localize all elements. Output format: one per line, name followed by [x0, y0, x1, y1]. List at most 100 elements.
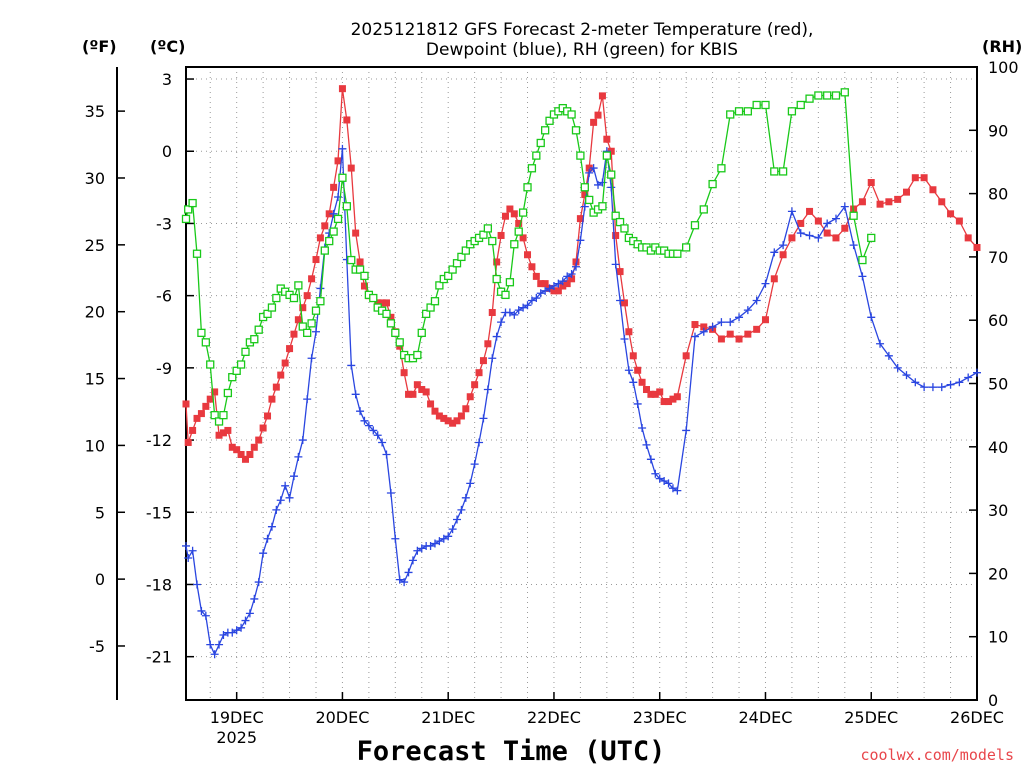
temperature-point [241, 455, 249, 463]
temperature-point [471, 381, 479, 389]
dewpoint-point [276, 496, 285, 505]
temperature-point [347, 164, 355, 172]
temperature-point [665, 398, 673, 406]
dewpoint-point [448, 525, 457, 534]
dewpoint-point [616, 296, 625, 305]
temperature-point [334, 157, 342, 165]
temperature-point [590, 118, 598, 126]
fahrenheit-tick-label: 0 [95, 570, 105, 589]
dewpoint-point [585, 168, 594, 177]
rh-point [858, 255, 867, 265]
temperature-point [894, 195, 902, 203]
dewpoint-point [664, 479, 673, 488]
temperature-point [929, 186, 937, 194]
rh-point [219, 410, 228, 420]
dewpoint-point [708, 322, 717, 331]
x-tick-label: 24DEC [738, 708, 792, 727]
dewpoint-point [629, 378, 638, 387]
dewpoint-point [620, 334, 629, 343]
dewpoint-point [699, 327, 708, 336]
rh-point [316, 297, 325, 306]
dewpoint-point [417, 544, 426, 553]
temperature-point [246, 451, 254, 459]
temperature-point [726, 330, 734, 338]
dewpoint-point [532, 294, 541, 303]
dewpoint-point [386, 489, 395, 498]
rh-tick-label: 30 [988, 501, 1008, 520]
rh-point [690, 221, 700, 230]
temperature-point [541, 280, 549, 288]
rh-point [571, 126, 581, 135]
dewpoint-point [182, 541, 190, 550]
dewpoint-point [920, 383, 929, 392]
rh-point [430, 297, 440, 306]
temperature-point [920, 174, 928, 182]
temperature-point [911, 174, 919, 182]
temperature-point [277, 371, 285, 379]
temperature-point [761, 316, 769, 324]
temperature-point [938, 198, 946, 206]
temperature-point [197, 410, 205, 418]
credit-link[interactable]: coolwx.com/models [860, 746, 1014, 764]
rh-tick-label: 70 [988, 248, 1008, 267]
temperature-point [294, 316, 302, 324]
dewpoint-point [779, 241, 788, 250]
dewpoint-point [541, 286, 550, 295]
temperature-point [554, 287, 562, 295]
dewpoint-point [752, 296, 761, 305]
temperature-point [286, 345, 294, 353]
rh-point [192, 249, 202, 258]
dewpoint-point [563, 272, 572, 281]
dewpoint-point [378, 438, 387, 447]
rh-point [206, 360, 215, 369]
dewpoint-point [717, 318, 726, 327]
dewpoint-point [840, 202, 849, 211]
temperature-point [431, 407, 439, 415]
temperature-point [374, 299, 382, 307]
dewpoint-point [426, 541, 435, 550]
dewpoint-point [497, 318, 506, 327]
temperature-point [475, 369, 483, 377]
rh-point [184, 205, 193, 214]
dewpoint-point [624, 366, 633, 375]
temperature-point [867, 179, 875, 187]
fahrenheit-tick-label: 15 [85, 370, 105, 389]
temperature-point [770, 275, 778, 283]
rh-point [250, 335, 259, 344]
rh-point [734, 107, 744, 116]
temperature-point [519, 234, 527, 242]
fahrenheit-tick-label: 30 [85, 169, 105, 188]
dewpoint-point [197, 606, 206, 615]
rh-tick-label: 60 [988, 311, 1008, 330]
temperature-point [607, 147, 615, 155]
temperature-point [325, 210, 333, 218]
dewpoint-point [814, 233, 823, 242]
rh-point [325, 236, 334, 246]
temperature-point [753, 325, 761, 333]
dewpoint-point [858, 272, 867, 281]
x-tick-label: 26DEC [950, 708, 1004, 727]
rh-point [518, 208, 528, 217]
dewpoint-point [973, 368, 981, 377]
temperature-point [228, 443, 236, 451]
temperature-point [902, 188, 910, 196]
dewpoint-point [558, 277, 567, 286]
temperature-point [647, 390, 655, 398]
rh-point [796, 100, 805, 110]
temperature-point [233, 446, 241, 454]
temperature-point [788, 234, 796, 242]
rh-point [294, 281, 303, 290]
celsius-tick-label: -3 [156, 214, 172, 233]
dewpoint-point [338, 144, 347, 153]
rh-point [311, 306, 321, 315]
rh-point [386, 319, 396, 328]
dewpoint-point [360, 416, 369, 425]
rh-point [333, 214, 343, 224]
temperature-line [185, 88, 978, 461]
temperature-point [440, 414, 448, 422]
rh-point [814, 91, 823, 100]
temperature-point [581, 191, 589, 199]
temperature-point [422, 388, 430, 396]
dewpoint-point [607, 183, 616, 192]
rh-point [320, 246, 329, 255]
